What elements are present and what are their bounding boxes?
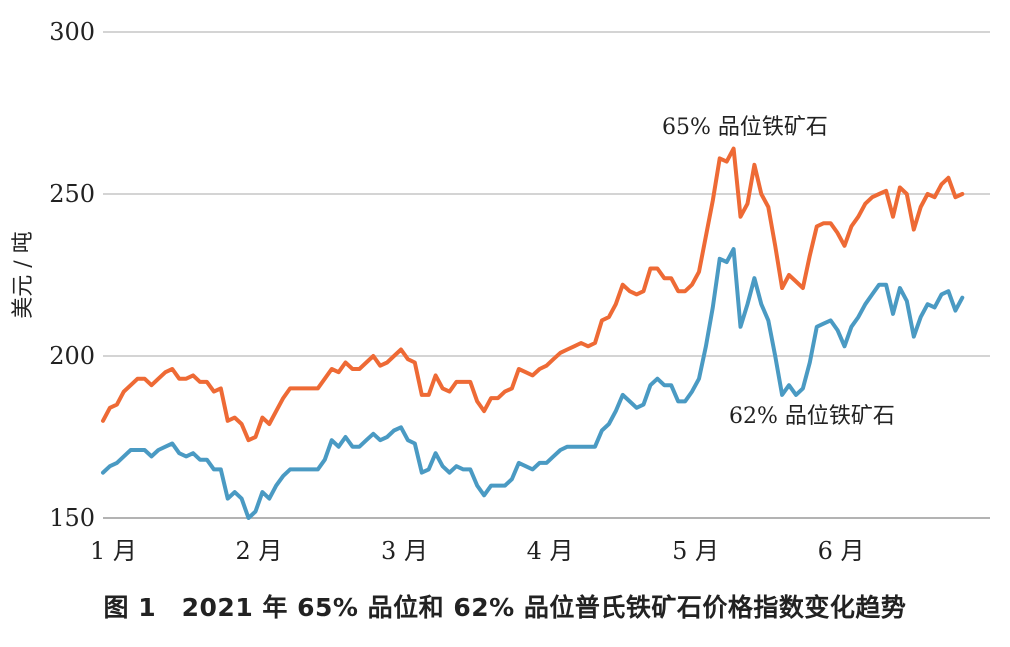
y-tick-label: 150: [49, 504, 95, 532]
y-axis-label: 美元 / 吨: [11, 231, 36, 318]
y-tick-label: 250: [49, 180, 95, 208]
x-tick-label: 4 月: [527, 537, 574, 565]
series-line-62: [101, 247, 965, 520]
series-line-65: [101, 146, 965, 443]
series-label-65: 65% 品位铁矿石: [662, 115, 828, 140]
gridlines: [103, 31, 990, 357]
x-tick-labels: 1 月 2 月 3 月 4 月 5 月 6 月: [90, 537, 865, 565]
x-tick-label: 2 月: [236, 537, 283, 565]
line-chart: 150 200 250 300 1 月 2 月 3 月 4 月 5 月 6 月 美元 / 吨 6…: [11, 18, 990, 565]
y-tick-label: 300: [49, 18, 95, 46]
x-tick-label: 6 月: [818, 537, 865, 565]
x-tick-label: 1 月: [90, 537, 137, 565]
series-lines: [101, 146, 965, 520]
y-tick-labels: 150 200 250 300: [49, 18, 95, 532]
figure-caption: 图 1 2021 年 65% 品位和 62% 品位普氏铁矿石价格指数变化趋势: [103, 593, 907, 622]
x-tick-label: 5 月: [672, 537, 719, 565]
series-label-62: 62% 品位铁矿石: [729, 404, 895, 429]
x-tick-label: 3 月: [381, 537, 428, 565]
y-tick-label: 200: [49, 342, 95, 370]
